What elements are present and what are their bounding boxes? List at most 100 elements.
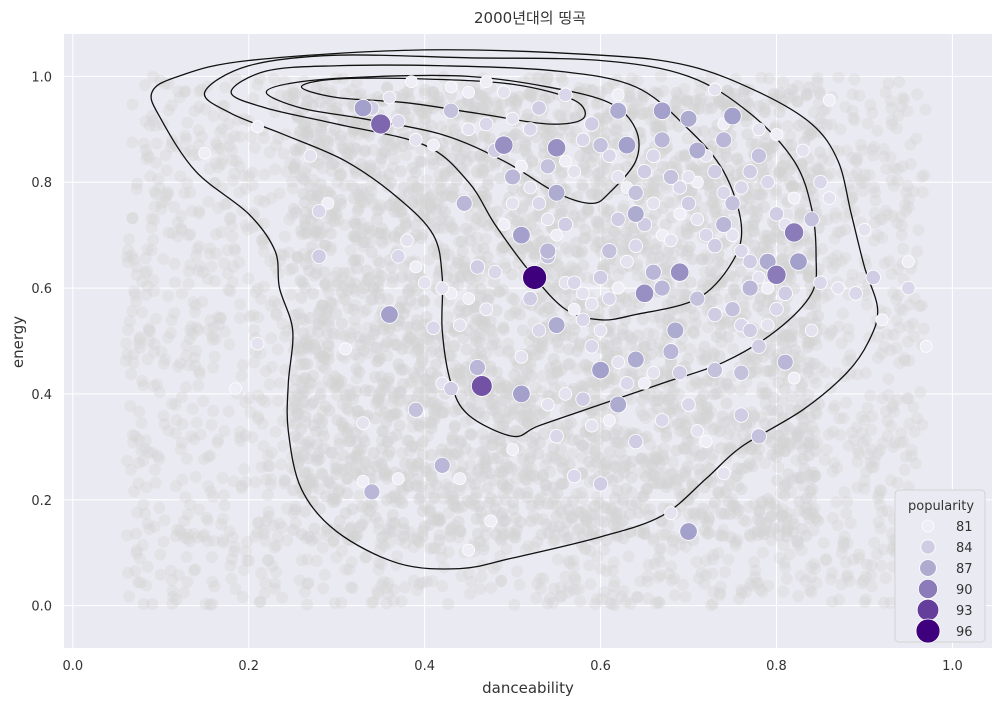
background-point <box>905 158 917 170</box>
background-point <box>234 298 246 310</box>
background-point <box>461 343 473 355</box>
background-point <box>670 87 682 99</box>
background-point <box>150 157 162 169</box>
background-point <box>136 417 148 429</box>
background-point <box>290 206 302 218</box>
background-point <box>152 450 164 462</box>
background-point <box>587 524 599 536</box>
background-point <box>638 90 650 102</box>
data-point <box>709 83 722 96</box>
background-point <box>433 534 445 546</box>
background-point <box>887 287 899 299</box>
background-point <box>752 525 764 537</box>
background-point <box>792 535 804 547</box>
data-point <box>507 444 519 456</box>
data-point <box>788 372 800 384</box>
background-point <box>582 442 594 454</box>
background-point <box>419 84 431 96</box>
background-point <box>453 363 465 375</box>
background-point <box>878 597 890 609</box>
background-point <box>229 245 241 257</box>
background-point <box>735 384 747 396</box>
background-point <box>474 536 486 548</box>
background-point <box>883 255 895 267</box>
background-point <box>368 284 380 296</box>
data-point <box>707 363 722 378</box>
background-point <box>691 556 703 568</box>
background-point <box>836 337 848 349</box>
background-point <box>892 163 904 175</box>
background-point <box>419 462 431 474</box>
background-point <box>122 567 134 579</box>
background-point <box>252 79 264 91</box>
background-point <box>839 224 851 236</box>
background-point <box>529 251 541 263</box>
background-point <box>346 503 358 515</box>
background-point <box>313 230 325 242</box>
background-point <box>268 295 280 307</box>
data-point <box>691 213 704 226</box>
background-point <box>460 443 472 455</box>
background-point <box>619 455 631 467</box>
background-point <box>240 546 252 558</box>
background-point <box>449 421 461 433</box>
data-point <box>663 344 679 360</box>
data-point <box>788 192 800 204</box>
background-point <box>782 120 794 132</box>
background-point <box>609 492 621 504</box>
background-point <box>247 179 259 191</box>
background-point <box>684 241 696 253</box>
data-point <box>445 81 457 93</box>
background-point <box>146 222 158 234</box>
background-point <box>314 503 326 515</box>
background-point <box>840 397 852 409</box>
background-point <box>215 226 227 238</box>
background-point <box>563 343 575 355</box>
background-point <box>317 469 329 481</box>
background-point <box>552 554 564 566</box>
data-point <box>743 254 757 268</box>
background-point <box>437 407 449 419</box>
background-point <box>650 597 662 609</box>
background-point <box>379 340 391 352</box>
background-point <box>336 545 348 557</box>
background-point <box>442 598 454 610</box>
background-point <box>180 381 192 393</box>
background-point <box>536 342 548 354</box>
background-point <box>600 565 612 577</box>
background-point <box>444 531 456 543</box>
background-point <box>746 460 758 472</box>
background-point <box>161 186 173 198</box>
background-point <box>741 128 753 140</box>
background-point <box>712 486 724 498</box>
data-point <box>550 429 564 443</box>
background-point <box>219 326 231 338</box>
background-point <box>721 379 733 391</box>
background-point <box>217 153 229 165</box>
background-point <box>885 102 897 114</box>
data-point <box>304 149 317 162</box>
background-point <box>457 245 469 257</box>
background-point <box>387 272 399 284</box>
background-point <box>654 569 666 581</box>
background-point <box>432 248 444 260</box>
background-point <box>814 146 826 158</box>
background-point <box>839 252 851 264</box>
background-point <box>919 104 931 116</box>
background-point <box>687 253 699 265</box>
background-point <box>637 409 649 421</box>
background-point <box>248 324 260 336</box>
data-point <box>752 339 766 353</box>
background-point <box>818 537 830 549</box>
background-point <box>318 266 330 278</box>
background-point <box>288 344 300 356</box>
data-point <box>463 544 475 556</box>
background-point <box>891 122 903 134</box>
background-point <box>183 265 195 277</box>
background-point <box>841 571 853 583</box>
background-point <box>252 413 264 425</box>
background-point <box>893 76 905 88</box>
data-point <box>577 287 590 300</box>
data-point <box>832 282 845 295</box>
background-point <box>141 561 153 573</box>
